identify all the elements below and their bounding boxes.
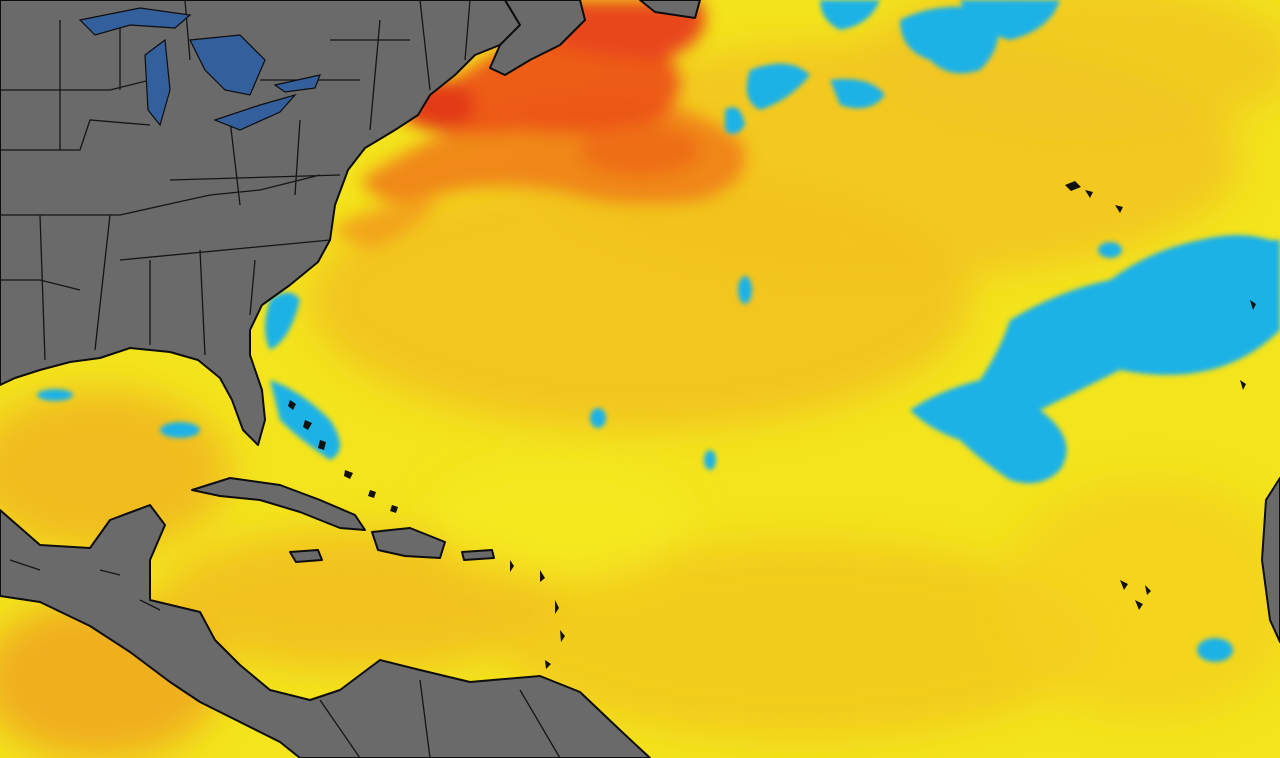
nova-scotia bbox=[489, 0, 586, 76]
hispaniola bbox=[371, 527, 446, 559]
map-shape bbox=[330, 200, 440, 250]
map-shape bbox=[0, 0, 471, 361]
cuba bbox=[191, 477, 366, 531]
map-shape bbox=[910, 235, 1280, 484]
map-shape bbox=[37, 389, 73, 401]
great-lakes bbox=[78, 7, 321, 131]
map-shape bbox=[265, 292, 300, 350]
map-shape bbox=[830, 79, 885, 109]
map-shape bbox=[9, 559, 561, 758]
map-shape bbox=[960, 0, 1060, 40]
gulf-stream bbox=[330, 0, 745, 250]
map-shape bbox=[900, 6, 998, 74]
puerto-rico bbox=[461, 549, 495, 561]
map-shape bbox=[820, 0, 880, 30]
map-shape bbox=[160, 422, 200, 438]
newfoundland bbox=[639, 0, 701, 19]
map-shape bbox=[160, 530, 560, 670]
central-america bbox=[0, 504, 651, 758]
north-america bbox=[0, 0, 521, 446]
map-shape bbox=[725, 107, 745, 134]
map-shape bbox=[590, 408, 606, 428]
map-shape bbox=[738, 276, 752, 304]
map-shape bbox=[213, 93, 297, 131]
map-shape bbox=[500, 540, 1100, 740]
map-shape bbox=[1197, 638, 1233, 662]
map-shape bbox=[746, 63, 810, 110]
cool-patches bbox=[37, 0, 1280, 662]
jamaica bbox=[289, 549, 323, 563]
map-shape bbox=[273, 74, 321, 93]
map-shape bbox=[1098, 242, 1122, 258]
map-shape bbox=[78, 7, 192, 36]
map-shape bbox=[144, 38, 171, 127]
map-shape bbox=[704, 450, 716, 470]
borders bbox=[0, 0, 561, 758]
map-shape bbox=[430, 460, 690, 580]
africa bbox=[1261, 477, 1280, 643]
map-shape bbox=[189, 34, 266, 96]
map-shape bbox=[580, 125, 700, 175]
map-shape bbox=[360, 97, 745, 204]
